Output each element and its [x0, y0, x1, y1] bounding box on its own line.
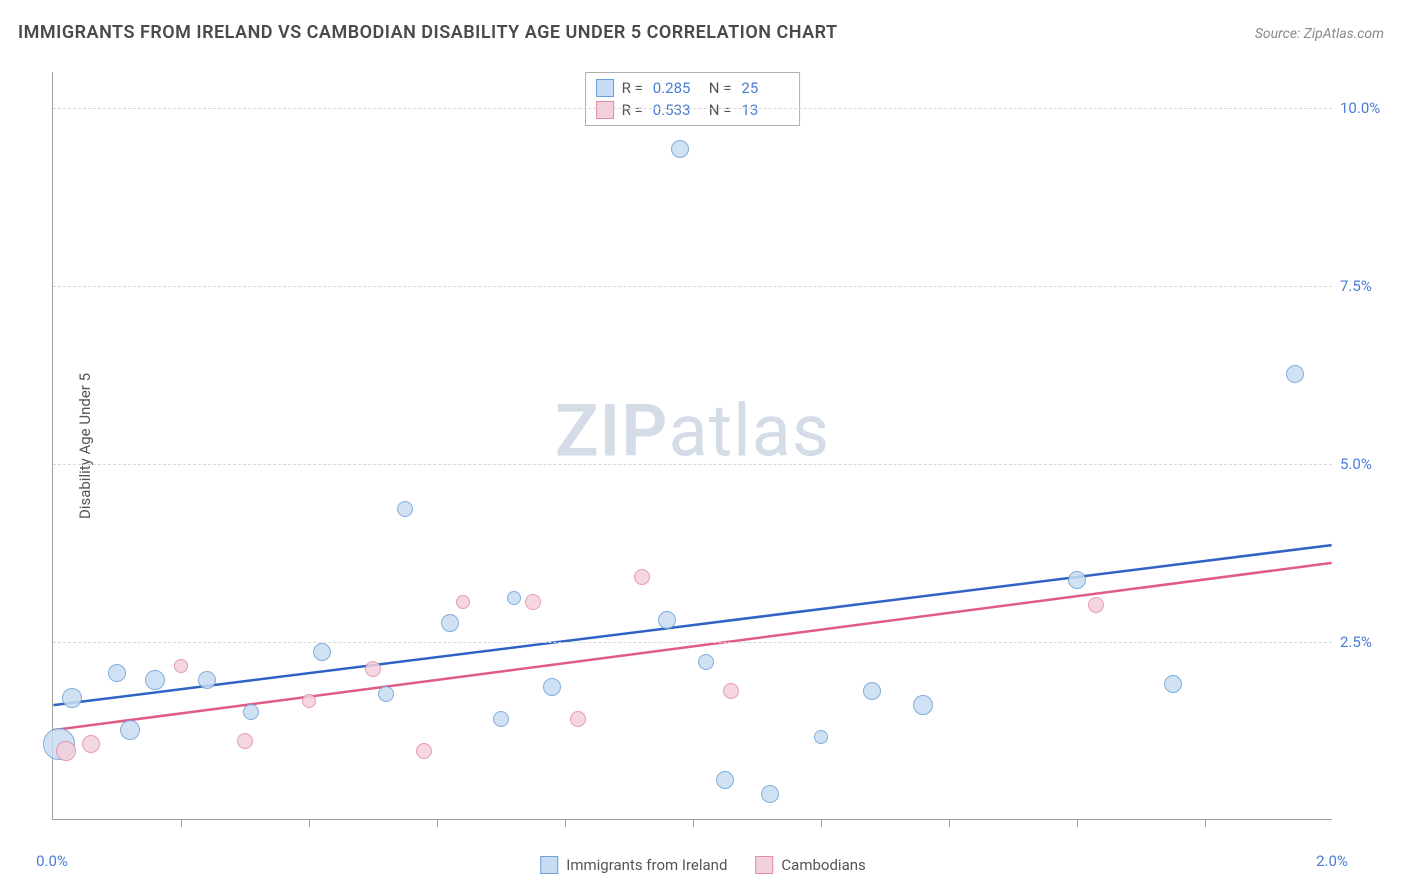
data-point: [913, 695, 933, 715]
data-point: [761, 785, 779, 803]
data-point: [525, 594, 541, 610]
data-point: [108, 664, 126, 682]
data-point: [456, 595, 470, 609]
n-label: N =: [709, 79, 732, 97]
x-tick: [181, 819, 182, 827]
x-tick: [437, 819, 438, 827]
data-point: [493, 711, 509, 727]
data-point: [416, 743, 432, 759]
data-point: [198, 671, 216, 689]
data-point: [378, 686, 394, 702]
data-point: [543, 678, 561, 696]
data-point: [145, 670, 165, 690]
legend-label-ireland: Immigrants from Ireland: [566, 856, 727, 874]
gridline: [53, 464, 1332, 465]
data-point: [863, 682, 881, 700]
n-value-cambodian: 13: [741, 101, 789, 119]
data-point: [716, 771, 734, 789]
y-tick-label: 2.5%: [1340, 633, 1392, 651]
data-point: [698, 654, 714, 670]
r-label: R =: [622, 79, 643, 97]
data-point: [658, 611, 676, 629]
data-point: [174, 659, 188, 673]
stat-row-cambodian: R = 0.533 N = 13: [596, 99, 790, 121]
data-point: [56, 741, 76, 761]
data-point: [62, 688, 82, 708]
gridline: [53, 108, 1332, 109]
plot-area: ZIPatlas R = 0.285 N = 25 R = 0.533 N = …: [52, 72, 1332, 820]
stat-legend-box: R = 0.285 N = 25 R = 0.533 N = 13: [585, 72, 801, 126]
x-tick: [309, 819, 310, 827]
swatch-cambodian: [755, 856, 773, 874]
data-point: [634, 569, 650, 585]
stat-row-ireland: R = 0.285 N = 25: [596, 77, 790, 99]
data-point: [237, 733, 253, 749]
data-point: [82, 735, 100, 753]
watermark-rest: atlas: [668, 388, 830, 473]
swatch-ireland: [540, 856, 558, 874]
trend-line: [53, 545, 1331, 705]
x-tick: [693, 819, 694, 827]
data-point: [1088, 597, 1104, 613]
r-value-cambodian: 0.533: [653, 101, 701, 119]
data-point: [243, 704, 259, 720]
chart-title: IMMIGRANTS FROM IRELAND VS CAMBODIAN DIS…: [18, 22, 838, 43]
data-point: [302, 694, 316, 708]
y-tick-label: 5.0%: [1340, 455, 1392, 473]
swatch-ireland: [596, 79, 614, 97]
trend-line: [53, 563, 1331, 730]
watermark-bold: ZIP: [555, 388, 668, 473]
legend-item-cambodian: Cambodians: [755, 856, 865, 874]
swatch-cambodian: [596, 101, 614, 119]
x-tick: [949, 819, 950, 827]
r-label: R =: [622, 101, 643, 119]
data-point: [397, 501, 413, 517]
bottom-legend: Immigrants from Ireland Cambodians: [540, 856, 866, 874]
data-point: [570, 711, 586, 727]
source-attribution: Source: ZipAtlas.com: [1255, 26, 1384, 42]
y-tick-label: 10.0%: [1340, 99, 1392, 117]
watermark: ZIPatlas: [555, 388, 830, 473]
source-label: Source:: [1255, 26, 1300, 42]
legend-label-cambodian: Cambodians: [781, 856, 865, 874]
data-point: [1068, 571, 1086, 589]
source-value: ZipAtlas.com: [1304, 26, 1384, 42]
x-tick: [565, 819, 566, 827]
data-point: [1164, 675, 1182, 693]
gridline: [53, 286, 1332, 287]
data-point: [120, 720, 140, 740]
data-point: [814, 730, 828, 744]
data-point: [313, 643, 331, 661]
data-point: [671, 140, 689, 158]
data-point: [441, 614, 459, 632]
x-tick: [1077, 819, 1078, 827]
x-tick: [821, 819, 822, 827]
gridline: [53, 642, 1332, 643]
x-tick-label: 0.0%: [36, 852, 68, 870]
data-point: [723, 683, 739, 699]
data-point: [365, 661, 381, 677]
n-label: N =: [709, 101, 732, 119]
n-value-ireland: 25: [741, 79, 789, 97]
r-value-ireland: 0.285: [653, 79, 701, 97]
legend-item-ireland: Immigrants from Ireland: [540, 856, 727, 874]
correlation-chart: IMMIGRANTS FROM IRELAND VS CAMBODIAN DIS…: [0, 0, 1406, 892]
x-tick: [1205, 819, 1206, 827]
data-point: [1286, 365, 1304, 383]
x-tick-label: 2.0%: [1316, 852, 1348, 870]
data-point: [507, 591, 521, 605]
y-tick-label: 7.5%: [1340, 277, 1392, 295]
